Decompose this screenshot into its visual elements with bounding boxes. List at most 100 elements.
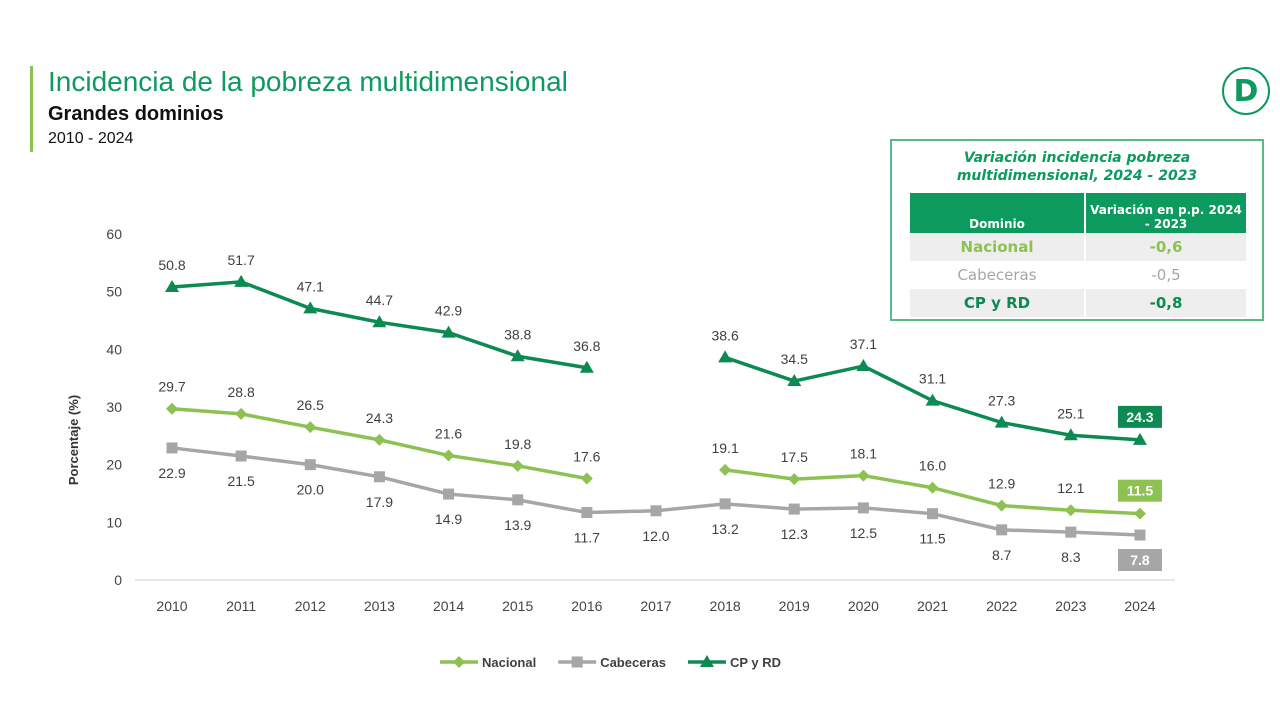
data-label-cp-y-rd: 51.7: [228, 252, 255, 268]
data-point-cp-y-rd: [787, 374, 802, 387]
y-tick-label: 20: [106, 457, 122, 473]
x-tick-label: 2016: [571, 598, 602, 614]
data-point-cp-y-rd: [579, 360, 594, 373]
data-point-cp-y-rd: [856, 359, 871, 372]
data-label-nacional: 19.1: [711, 440, 738, 456]
data-point-cabeceras: [373, 471, 385, 483]
data-point-cabeceras: [235, 450, 247, 462]
x-tick-label: 2018: [710, 598, 741, 614]
col-header-variation: Variación en p.p. 2024 - 2023: [1086, 193, 1246, 233]
data-point-cp-y-rd: [234, 274, 249, 287]
data-point-cabeceras: [650, 505, 662, 517]
x-tick-label: 2015: [502, 598, 533, 614]
data-point-cp-y-rd: [925, 393, 940, 406]
page-title: Incidencia de la pobreza multidimensiona…: [48, 66, 568, 97]
x-tick-label: 2024: [1124, 598, 1155, 614]
row-domain: CP y RD: [910, 289, 1084, 317]
data-label-cabeceras: 8.7: [992, 547, 1012, 563]
data-point-nacional: [304, 421, 317, 434]
x-tick-label: 2014: [433, 598, 464, 614]
data-point-cp-y-rd: [372, 315, 387, 328]
data-label-cp-y-rd: 24.3: [1126, 409, 1153, 425]
data-label-cp-y-rd: 50.8: [158, 257, 185, 273]
data-point-cabeceras: [1134, 529, 1146, 541]
row-value: -0,6: [1086, 233, 1246, 261]
summary-box: Variación incidencia pobreza multidimens…: [890, 139, 1264, 321]
last-value-box-cp-y-rd: [1117, 405, 1162, 428]
data-label-cp-y-rd: 37.1: [850, 336, 877, 352]
row-value: -0,5: [1151, 266, 1181, 284]
data-label-cabeceras: 11.7: [574, 530, 600, 546]
summary-table: Dominio Variación en p.p. 2024 - 2023 Na…: [908, 193, 1248, 317]
data-label-nacional: 11.5: [1127, 483, 1154, 499]
period: 2010 - 2024: [48, 130, 134, 147]
data-point-cp-y-rd: [303, 301, 318, 314]
x-tick-label: 2020: [848, 598, 879, 614]
data-label-cabeceras: 12.0: [642, 528, 669, 544]
data-label-cp-y-rd: 31.1: [919, 371, 946, 387]
data-point-cabeceras: [996, 524, 1008, 536]
data-point-nacional: [788, 473, 801, 486]
data-label-nacional: 19.8: [504, 436, 531, 452]
data-label-nacional: 17.6: [573, 449, 600, 465]
data-label-nacional: 21.6: [435, 425, 462, 441]
data-label-cabeceras: 12.3: [781, 526, 808, 542]
data-point-cabeceras: [581, 507, 593, 519]
data-point-cabeceras: [927, 508, 939, 520]
col-header-domain: Dominio: [910, 193, 1084, 233]
data-point-nacional: [1064, 504, 1077, 517]
data-label-cp-y-rd: 36.8: [573, 338, 600, 354]
data-label-cp-y-rd: 38.6: [711, 327, 738, 343]
data-label-nacional: 28.8: [228, 384, 255, 400]
legend-label-cabeceras: Cabeceras: [600, 655, 666, 670]
data-label-nacional: 17.5: [781, 449, 808, 465]
data-label-cabeceras: 7.8: [1130, 552, 1150, 568]
data-point-cabeceras: [788, 503, 800, 515]
x-tick-label: 2010: [156, 598, 187, 614]
legend-marker-cp-y-rd: [699, 655, 714, 667]
data-point-cabeceras: [166, 442, 178, 454]
data-point-cabeceras: [443, 488, 455, 500]
data-label-cabeceras: 21.5: [228, 473, 255, 489]
x-tick-label: 2022: [986, 598, 1017, 614]
summary-title: Variación incidencia pobreza multidimens…: [956, 150, 1198, 184]
data-point-nacional: [373, 433, 386, 446]
data-label-cabeceras: 13.9: [504, 517, 531, 533]
data-label-nacional: 16.0: [919, 458, 946, 474]
data-point-cp-y-rd: [994, 415, 1009, 428]
data-label-nacional: 12.9: [988, 476, 1015, 492]
data-point-cabeceras: [304, 459, 316, 471]
x-tick-label: 2021: [917, 598, 948, 614]
legend-marker-cabeceras: [571, 656, 583, 668]
data-label-cp-y-rd: 34.5: [781, 351, 808, 367]
data-label-cp-y-rd: 38.8: [504, 326, 531, 342]
data-point-cabeceras: [1065, 526, 1077, 538]
legend-label-nacional: Nacional: [482, 655, 536, 670]
legend-label-cp-y-rd: CP y RD: [730, 655, 781, 670]
data-point-cabeceras: [512, 494, 524, 506]
last-value-box-cabeceras: [1117, 549, 1162, 572]
row-domain: Cabeceras: [957, 266, 1037, 284]
data-label-cabeceras: 17.9: [366, 494, 393, 510]
data-point-nacional: [511, 459, 524, 472]
y-tick-label: 30: [106, 399, 122, 415]
last-value-box-nacional: [1117, 479, 1162, 502]
data-label-cabeceras: 13.2: [711, 521, 738, 537]
y-tick-label: 0: [114, 572, 122, 588]
data-label-cabeceras: 22.9: [158, 465, 185, 481]
data-label-cp-y-rd: 47.1: [297, 278, 324, 294]
data-label-nacional: 24.3: [366, 410, 393, 426]
data-label-cabeceras: 20.0: [297, 482, 324, 498]
data-label-cabeceras: 12.5: [850, 525, 877, 541]
data-point-nacional: [166, 402, 178, 415]
data-label-cp-y-rd: 27.3: [988, 393, 1015, 409]
data-point-cabeceras: [857, 502, 869, 514]
data-point-cp-y-rd: [441, 325, 456, 338]
data-point-cp-y-rd: [510, 349, 525, 362]
data-point-nacional: [235, 407, 248, 420]
x-tick-label: 2023: [1055, 598, 1086, 614]
data-label-cp-y-rd: 25.1: [1057, 405, 1084, 421]
data-point-nacional: [926, 481, 939, 494]
data-label-nacional: 29.7: [158, 379, 185, 395]
